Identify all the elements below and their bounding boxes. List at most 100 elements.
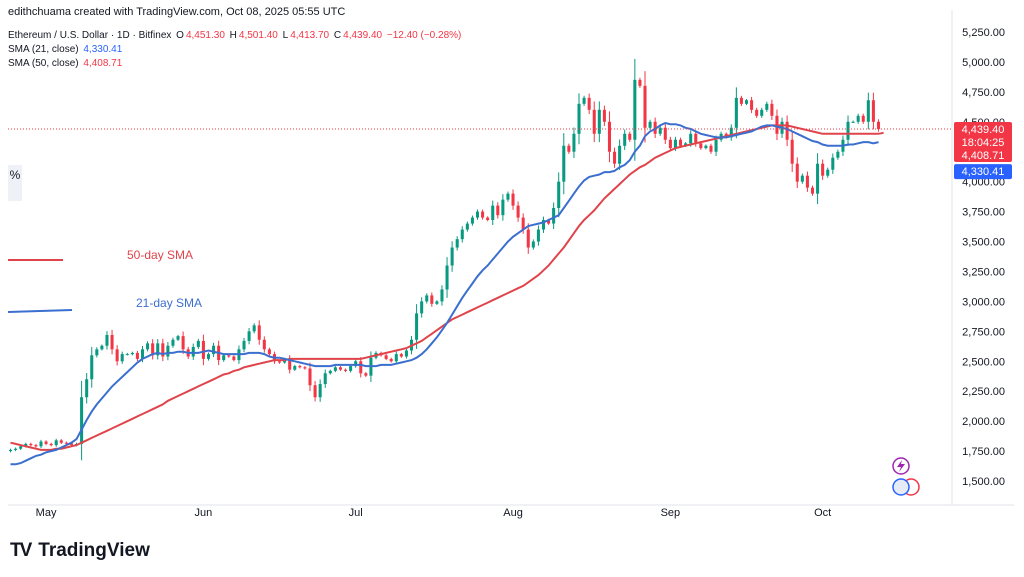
y-tick-label: 3,750.00 — [962, 207, 1005, 219]
candle-body — [323, 373, 327, 385]
candle-body — [445, 265, 449, 290]
candle-body — [384, 355, 388, 359]
candle-body — [151, 343, 155, 356]
candle-body — [805, 175, 809, 188]
candle-body — [59, 440, 63, 443]
candle-body — [64, 442, 68, 444]
candle-body — [389, 358, 393, 362]
candle-body — [455, 239, 459, 248]
x-tick-label: Aug — [503, 507, 523, 519]
last-price-label — [954, 122, 1012, 163]
sma21-price-label — [954, 164, 1012, 180]
candle-body — [212, 345, 216, 355]
candle-body — [146, 343, 150, 350]
candle-body — [567, 145, 571, 152]
x-tick-label: Oct — [814, 507, 831, 519]
y-tick-label: 1,500.00 — [962, 476, 1005, 488]
brand-name: TradingView — [38, 540, 150, 561]
candle-body — [765, 103, 769, 110]
candle-body — [100, 345, 104, 350]
sma21-annotation: 21-day SMA — [136, 296, 203, 310]
candle-body — [29, 443, 33, 446]
candle-body — [689, 133, 693, 144]
close-value: 4,439.40 — [343, 30, 383, 41]
percent-scale-button[interactable]: % — [8, 165, 22, 201]
candle-body — [161, 343, 165, 357]
candle-body — [760, 109, 764, 116]
candle-body — [541, 219, 546, 230]
candle-body — [394, 354, 398, 362]
tradingview-logo[interactable]: TV TradingView — [10, 540, 150, 562]
symbol-title: Ethereum / U.S. Dollar · 1D · Bitfinex — [8, 30, 172, 41]
candle-body — [663, 127, 667, 140]
close-label: C — [333, 30, 342, 41]
candle-body — [496, 205, 500, 216]
candle-body — [557, 181, 561, 209]
legend-sma50-row: SMA (50, close) 4,408.71 — [8, 57, 463, 71]
candle-body — [19, 446, 23, 449]
last-price-label-text: 4,439.40 — [962, 124, 1005, 136]
y-tick-label: 2,500.00 — [962, 356, 1005, 368]
candle-body — [592, 109, 596, 134]
high-label: H — [229, 30, 237, 41]
candle-body — [69, 443, 73, 446]
events-icons[interactable] — [892, 457, 920, 496]
time-axis: May Jun Jul Aug Sep Oct — [36, 507, 832, 519]
candle-body — [9, 449, 13, 452]
legend-sma21-row: SMA (21, close) 4,330.41 — [8, 43, 463, 57]
candle-body — [481, 211, 485, 218]
candle-body — [227, 355, 231, 357]
candle-body — [486, 217, 490, 220]
byline: edithchuama created with TradingView.com… — [8, 6, 346, 18]
y-tick-label: 2,000.00 — [962, 416, 1005, 428]
y-tick-label: 1,750.00 — [962, 446, 1005, 458]
candle-body — [206, 354, 211, 359]
candle-body — [755, 109, 759, 116]
candle-body — [821, 163, 825, 176]
candle-body — [597, 109, 601, 134]
candle-body — [303, 367, 307, 369]
candle-body — [344, 369, 348, 371]
candle-body — [506, 193, 510, 200]
lightning-glyph — [897, 460, 905, 472]
candle-body — [54, 440, 58, 446]
candle-body — [354, 361, 358, 367]
last-price-label-text: 4,408.71 — [962, 150, 1005, 162]
y-tick-label: 2,750.00 — [962, 326, 1005, 338]
candle-body — [871, 100, 875, 122]
candle-body — [714, 139, 718, 152]
candle-body — [460, 229, 464, 240]
candle-body — [181, 336, 185, 350]
candle-body — [861, 115, 865, 122]
candle-body — [511, 193, 515, 206]
y-tick-label: 2,250.00 — [962, 386, 1005, 398]
candle-body — [222, 355, 226, 361]
y-tick-label: 4,000.00 — [962, 177, 1005, 189]
candle-body — [800, 175, 804, 182]
candle-body — [247, 331, 251, 341]
candle-body — [744, 100, 749, 104]
candle-body — [308, 368, 312, 386]
price-axis: 1,500.00 1,750.00 2,000.00 2,250.00 2,500.00… — [962, 27, 1005, 488]
candle-body — [846, 121, 850, 140]
candle-body — [516, 205, 520, 218]
candle-body — [420, 301, 424, 314]
candle-body — [425, 295, 429, 302]
candle-body — [668, 139, 672, 149]
candle-body — [836, 151, 840, 158]
y-tick-label: 5,000.00 — [962, 57, 1005, 69]
candle-body — [415, 313, 419, 340]
candle-body — [491, 205, 495, 220]
candle-body — [633, 79, 637, 140]
candle-body — [582, 97, 586, 104]
candle-body — [166, 345, 170, 357]
candle-body — [105, 334, 109, 346]
candle-body — [262, 339, 266, 350]
candle-body — [278, 361, 282, 363]
candle-body — [602, 109, 606, 122]
candle-body — [470, 217, 474, 224]
candle-body — [831, 157, 835, 170]
sma-lines — [10, 121, 884, 466]
candle-body — [39, 441, 43, 447]
